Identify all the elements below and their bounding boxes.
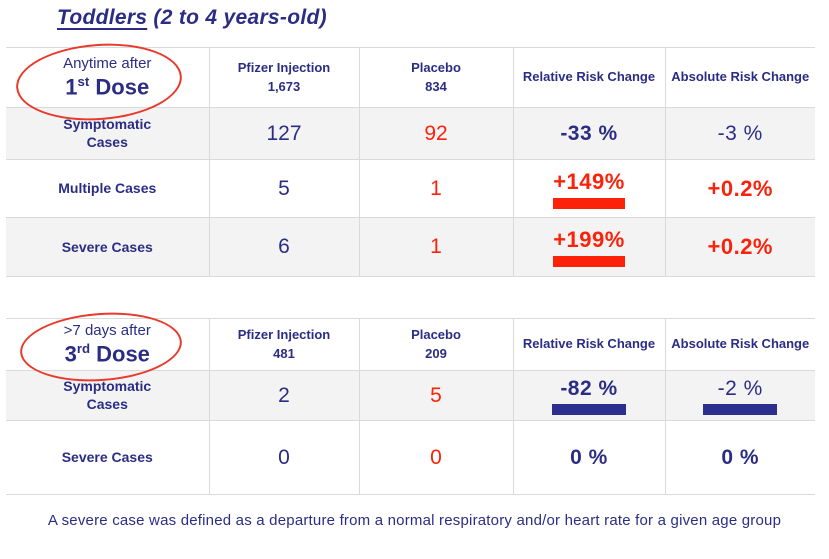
cell-placebo-value: 5 xyxy=(358,370,513,421)
cell-absolute-risk: -3 % xyxy=(664,107,815,160)
dose-label-line2: 3rd Dose xyxy=(64,340,150,367)
column-header-placebo: Placebo 209 xyxy=(358,318,513,371)
cell-pfizer-value: 0 xyxy=(208,420,359,495)
dose-label-line1: >7 days after xyxy=(63,322,151,340)
dose-label-line2: 1st Dose xyxy=(65,73,150,100)
row-label-cell: Symptomatic Cases xyxy=(63,115,152,151)
cell-pfizer-value: 6 xyxy=(208,217,359,277)
dose-label-line1: Anytime after xyxy=(63,55,152,73)
cell-relative-risk: +149% xyxy=(512,159,665,218)
footnote-text: A severe case was defined as a departure… xyxy=(47,512,782,529)
table-row-severe: Severe Cases 6 1 +199% +0.2% xyxy=(6,217,815,277)
cell-absolute-risk: +0.2% xyxy=(664,159,815,218)
column-header-placebo: Placebo 834 xyxy=(358,47,513,108)
cell-relative-risk: -33 % xyxy=(512,107,665,160)
table-header-row: >7 days after 3rd Dose Pfizer Injection … xyxy=(6,318,815,371)
cell-placebo-value: 92 xyxy=(358,107,513,160)
cell-placebo-value: 0 xyxy=(358,420,513,495)
highlight-bar-red xyxy=(553,256,625,267)
row-label-cell: Multiple Cases xyxy=(58,180,157,196)
dose-label-cell: Anytime after 1st Dose xyxy=(6,48,209,108)
column-header-absolute-risk: Absolute Risk Change xyxy=(664,318,815,371)
title-underlined-word: Toddlers xyxy=(57,6,148,29)
dose-label-cell: >7 days after 3rd Dose xyxy=(6,319,209,371)
column-header-pfizer: Pfizer Injection 1,673 xyxy=(208,47,359,108)
table-first-dose: Anytime after 1st Dose Pfizer Injection … xyxy=(6,47,815,277)
table-third-dose: >7 days after 3rd Dose Pfizer Injection … xyxy=(6,318,815,495)
row-label-cell: Severe Cases xyxy=(61,449,153,465)
table-row-multiple: Multiple Cases 5 1 +149% +0.2% xyxy=(6,159,815,218)
table-row-severe: Severe Cases 0 0 0 % 0 % xyxy=(6,420,815,495)
table-row-symptomatic: Symptomatic Cases 2 5 -82 % -2 % xyxy=(6,370,815,421)
page-title: Toddlers (2 to 4 years-old) xyxy=(57,6,327,30)
cell-pfizer-value: 2 xyxy=(208,370,359,421)
cell-pfizer-value: 127 xyxy=(208,107,359,160)
cell-relative-risk: -82 % xyxy=(512,370,665,421)
cell-absolute-risk: 0 % xyxy=(664,420,815,495)
column-header-pfizer: Pfizer Injection 481 xyxy=(208,318,359,371)
cell-placebo-value: 1 xyxy=(358,159,513,218)
table-header-row: Anytime after 1st Dose Pfizer Injection … xyxy=(6,47,815,108)
cell-absolute-risk: +0.2% xyxy=(664,217,815,277)
column-header-relative-risk: Relative Risk Change xyxy=(512,318,665,371)
column-header-relative-risk: Relative Risk Change xyxy=(512,47,665,108)
row-label-cell: Symptomatic Cases xyxy=(63,377,152,413)
column-header-absolute-risk: Absolute Risk Change xyxy=(664,47,815,108)
highlight-bar-red xyxy=(553,197,625,209)
highlight-bar-navy xyxy=(552,403,626,415)
cell-placebo-value: 1 xyxy=(358,217,513,277)
cell-pfizer-value: 5 xyxy=(208,159,359,218)
table-row-symptomatic: Symptomatic Cases 127 92 -33 % -3 % xyxy=(6,107,815,160)
cell-relative-risk: +199% xyxy=(512,217,665,277)
cell-absolute-risk: -2 % xyxy=(664,370,815,421)
row-label-cell: Severe Cases xyxy=(61,238,153,255)
title-rest: (2 to 4 years-old) xyxy=(147,6,327,29)
cell-relative-risk: 0 % xyxy=(512,420,665,495)
highlight-bar-navy xyxy=(703,403,778,415)
